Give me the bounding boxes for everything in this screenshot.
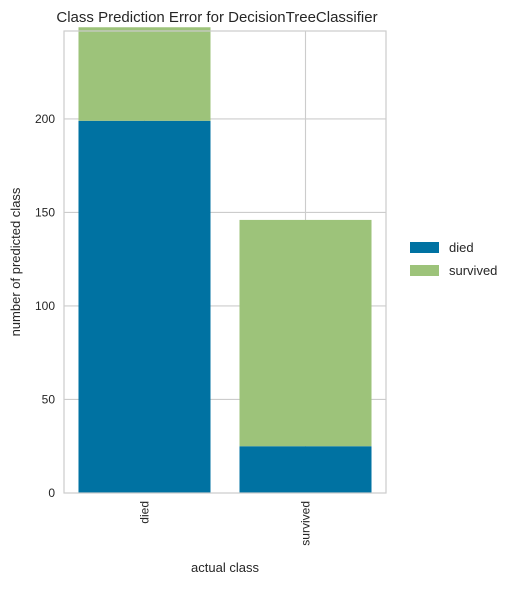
legend-label: died bbox=[449, 240, 474, 255]
legend: died survived bbox=[410, 240, 497, 278]
bar-died-survived bbox=[78, 27, 211, 121]
y-tick-label: 0 bbox=[48, 486, 55, 500]
chart-title: Class Prediction Error for DecisionTreeC… bbox=[56, 9, 377, 26]
x-tick-labels: died survived bbox=[138, 501, 313, 546]
y-tick-label: 100 bbox=[35, 299, 55, 313]
x-tick-label: died bbox=[138, 501, 152, 524]
plot-frame bbox=[63, 30, 387, 494]
y-tick-label: 150 bbox=[35, 205, 55, 219]
y-tick-labels: 0 50 100 150 200 bbox=[35, 112, 55, 500]
bars bbox=[78, 27, 372, 494]
x-tick-label: survived bbox=[299, 501, 313, 546]
y-axis-label: number of predicted class bbox=[8, 187, 23, 336]
y-tick-label: 200 bbox=[35, 112, 55, 126]
legend-swatch bbox=[410, 242, 439, 253]
y-tick-label: 50 bbox=[42, 392, 56, 406]
x-axis-label: actual class bbox=[191, 560, 259, 575]
bar-survived-died bbox=[239, 446, 372, 493]
legend-swatch bbox=[410, 265, 439, 276]
bar-died-died bbox=[78, 120, 211, 494]
legend-label: survived bbox=[449, 263, 497, 278]
bar-survived-survived bbox=[239, 219, 372, 447]
